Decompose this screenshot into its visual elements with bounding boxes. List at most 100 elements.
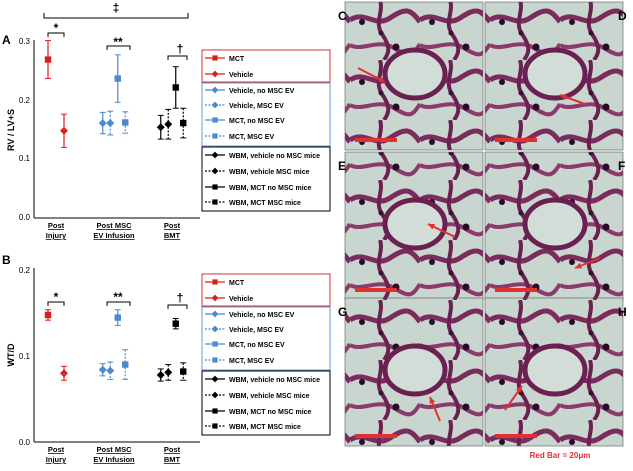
y-tick-b-2: 0.2 (19, 266, 31, 275)
legend-b-marker-4 (212, 341, 218, 347)
legend-a-marker-1 (211, 70, 219, 78)
legend-b-marker-3 (211, 325, 219, 333)
histology-grid: C D E F G H (338, 1, 627, 447)
sig-bracket-b-1 (106, 301, 131, 306)
arrow-e-head (428, 223, 435, 230)
data-point-a-3 (106, 119, 115, 128)
legend-b-marker-6 (211, 375, 219, 383)
legend-b-item-wbm-mct-msc: WBM, MCT MSC mice (229, 424, 301, 431)
arrow-c-head (378, 76, 385, 82)
panel-label-b: B (2, 253, 11, 267)
micrograph-f-vessel (522, 197, 588, 251)
sig-bracket-a-1 (106, 45, 131, 50)
legend-a-marker-5 (212, 133, 218, 139)
data-point-a-5 (122, 119, 129, 126)
panel-a: A RV / LV+S 0.0 0.1 0.2 0.3 Post Injury … (2, 1, 200, 240)
legend-b-item-vehicle-no-msc-ev: Vehicle, no MSC EV (229, 312, 295, 319)
micrograph-c-vessel (382, 47, 448, 101)
marks-a (44, 40, 187, 148)
panel-label-a: A (2, 33, 11, 47)
data-point-b-7 (164, 368, 173, 377)
legend-b-item-vehicle-msc-ev: Vehicle, MSC EV (229, 327, 284, 334)
legend-a-marker-7 (211, 167, 219, 175)
panel-label-h: H (618, 305, 627, 319)
sig-marker-b-0: * (54, 290, 59, 304)
arrow-f-head (575, 262, 582, 269)
panel-label-f: F (618, 159, 625, 173)
data-point-b-1 (60, 369, 68, 378)
y-axis-label-a: RV / LV+S (6, 109, 16, 151)
data-point-b-0 (44, 311, 52, 319)
sig-bracket-a-0 (47, 32, 65, 37)
legend-a: MCT Vehicle Vehicle, no MSC EV Vehicle, … (201, 49, 331, 212)
arrow-g-head (429, 397, 436, 404)
y-tick-a-0: 0.0 (19, 213, 31, 222)
data-point-a-1 (60, 126, 68, 135)
data-point-a-0 (44, 56, 52, 63)
legend-a-marker-9 (212, 199, 218, 205)
x-category-b-1-line2: EV Infusion (93, 455, 135, 464)
legend-b-item-mct-no-msc-ev: MCT, no MSC EV (229, 342, 285, 349)
legend-b-item-mct: MCT (229, 280, 245, 287)
sig-marker-a-top: ‡ (113, 1, 120, 15)
data-point-b-6 (156, 371, 165, 380)
sig-bracket-b-2 (167, 304, 188, 309)
legend-a-symbols (205, 55, 225, 205)
data-point-a-9 (180, 119, 187, 127)
x-category-a-1-line1: Post MSC (96, 221, 132, 230)
y-tick-b-0: 0.0 (19, 438, 31, 447)
panel-label-g: G (338, 305, 347, 319)
panel-b: B WT/D 0.0 0.1 0.2 Post Injury Post MSC … (2, 253, 200, 464)
legend-a-item-mct-msc-ev: MCT, MSC EV (229, 134, 274, 141)
legend-a-item-vehicle: Vehicle (229, 72, 253, 79)
x-category-a-0-line1: Post (48, 221, 65, 230)
x-category-b-0-line2: Injury (46, 455, 67, 464)
legend-a-item-vehicle-no-msc-ev: Vehicle, no MSC EV (229, 88, 295, 95)
legend-b-marker-9 (212, 423, 218, 429)
legend-a-item-mct-no-msc-ev: MCT, no MSC EV (229, 118, 285, 125)
legend-a-marker-4 (212, 117, 218, 123)
legend-a-group1-box (201, 49, 331, 83)
x-category-b-1-line1: Post MSC (96, 445, 132, 454)
legend-a-marker-8 (212, 184, 218, 190)
data-point-b-5 (122, 361, 129, 368)
legend-a-marker-3 (211, 101, 219, 109)
micrograph-e-vessel (382, 197, 448, 251)
data-point-a-2 (98, 119, 107, 128)
sig-bracket-b-0 (47, 301, 65, 306)
legend-a-item-vehicle-msc-ev: Vehicle, MSC EV (229, 103, 284, 110)
legend-b: MCT Vehicle Vehicle, no MSC EV Vehicle, … (201, 273, 331, 436)
arrow-d-head (560, 94, 567, 100)
x-category-b-0-line1: Post (48, 445, 65, 454)
sig-bracket-a-2 (167, 55, 188, 60)
panel-label-c: C (338, 9, 347, 23)
legend-a-marker-2 (211, 86, 219, 94)
legend-b-symbols (205, 279, 225, 429)
x-category-a-1-line2: EV Infusion (93, 231, 135, 240)
y-tick-a-1: 0.1 (19, 154, 31, 163)
legend-a-marker-6 (211, 151, 219, 159)
legend-a-item-mct: MCT (229, 56, 245, 63)
data-point-b-9 (180, 368, 187, 375)
sig-marker-a-1: ** (113, 35, 123, 49)
data-point-b-8 (172, 320, 179, 327)
legend-b-marker-5 (212, 357, 218, 363)
sig-marker-b-1: ** (113, 290, 123, 304)
x-category-a-0-line2: Injury (46, 231, 67, 240)
micrograph-h-vessel (522, 343, 588, 397)
x-category-a-2-line2: BMT (164, 231, 181, 240)
micrograph-g-vessel (382, 343, 448, 397)
data-point-b-3 (106, 366, 115, 375)
legend-b-item-mct-msc-ev: MCT, MSC EV (229, 358, 274, 365)
data-point-a-6 (156, 123, 165, 132)
y-axis-label-b: WT/D (6, 343, 16, 366)
sig-bracket-a-top (43, 13, 189, 19)
legend-a-item-wbm-vehicle-no-msc: WBM, vehicle no MSC mice (229, 153, 320, 160)
legend-b-item-wbm-mct-no-msc: WBM, MCT no MSC mice (229, 409, 312, 416)
legend-a-item-wbm-mct-msc: WBM, MCT MSC mice (229, 200, 301, 207)
micrograph-d-vessel (522, 47, 588, 101)
x-category-b-2-line2: BMT (164, 455, 181, 464)
legend-b-group1-box (201, 273, 331, 307)
